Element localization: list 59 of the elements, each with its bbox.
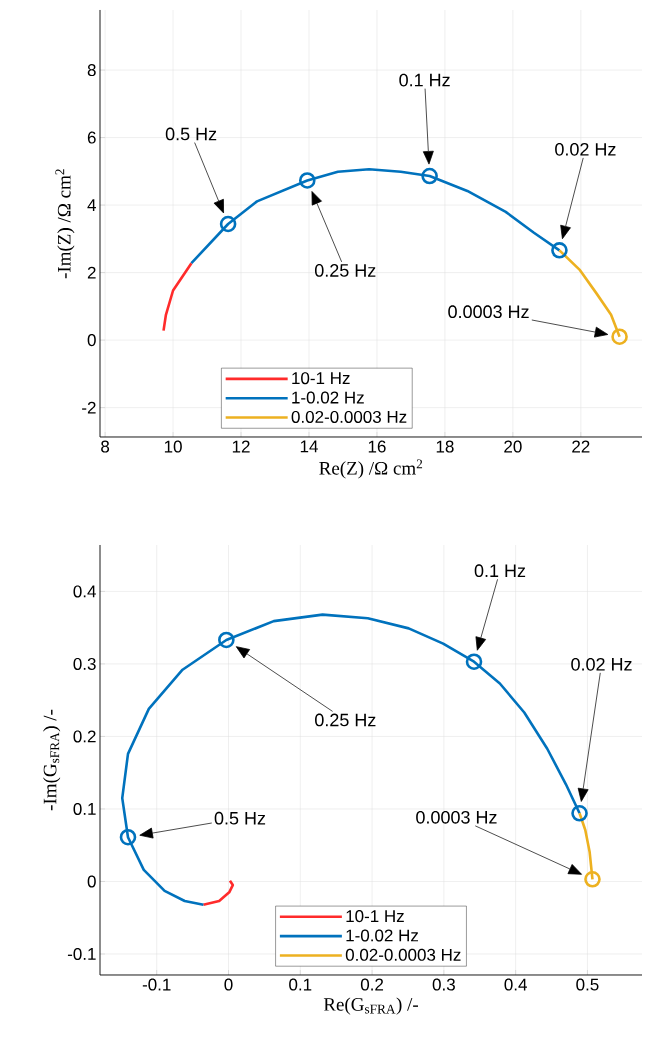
point <box>611 328 628 346</box>
x-tick-label: 10 <box>164 440 182 453</box>
x-tick-label: 0 <box>224 978 233 991</box>
y-tick-label: 2 <box>87 266 96 279</box>
annotation: 0.0003 Hz <box>416 810 497 824</box>
point <box>219 215 237 233</box>
x-tick-label: 0.1 <box>289 978 312 991</box>
legend-label: 0.02-0.0003 Hz <box>291 410 407 423</box>
y-tick-label: 0.3 <box>73 657 96 670</box>
annotation: 0.1 Hz <box>399 73 450 87</box>
x-tick-label: 0.3 <box>432 978 455 991</box>
point <box>571 804 588 822</box>
legend-label: 10-1 Hz <box>346 910 404 923</box>
y-tick-label: 6 <box>87 131 96 144</box>
point <box>551 242 568 259</box>
y-tick-label: 0.1 <box>73 802 96 815</box>
point <box>218 631 235 649</box>
y-tick-label: 8 <box>87 64 96 77</box>
annotation: 0.02 Hz <box>555 142 616 156</box>
point <box>465 653 483 671</box>
annotation: 0.5 Hz <box>214 811 266 825</box>
x-tick-label: 22 <box>572 440 590 453</box>
x-tick-label: 20 <box>504 440 522 453</box>
y-tick-label: 0.2 <box>73 730 96 743</box>
legend-label: 0.02-0.0003 Hz <box>345 948 461 961</box>
point <box>421 167 438 185</box>
legend-label: 1-0.02 Hz <box>346 929 419 942</box>
x-tick-label: 18 <box>436 440 454 453</box>
y-tick-label: -0.1 <box>67 947 96 960</box>
y-tick-label: 0 <box>87 875 96 888</box>
x-tick-label: 8 <box>101 440 110 453</box>
x-tick-label: 12 <box>232 440 250 453</box>
y-axis-title: -Im(Z) /Ω cm$^{2}$ <box>55 169 75 279</box>
x-tick-label: 0.4 <box>504 978 527 991</box>
annotation: 0.1 Hz <box>474 564 526 578</box>
y-tick-label: 0.4 <box>73 585 96 598</box>
line-series <box>162 261 193 332</box>
point <box>584 870 601 888</box>
annotation: 0.02 Hz <box>571 657 632 671</box>
annotation: 0.0003 Hz <box>448 305 529 319</box>
point <box>119 828 137 846</box>
legend-label: 1-0.02 Hz <box>292 391 364 404</box>
y-tick-label: 0 <box>87 334 96 347</box>
annotation: 0.5 Hz <box>165 127 217 141</box>
x-tick-label: 0.5 <box>576 978 599 991</box>
legend-label: 10-1 Hz <box>292 372 350 385</box>
x-tick-label: 16 <box>368 440 386 453</box>
x-tick-label: 0.2 <box>360 978 384 991</box>
line-series <box>202 879 235 906</box>
x-axis-title: Re(G$_{sFRA}$) /- <box>323 997 419 1015</box>
x-tick-label: 14 <box>300 440 318 453</box>
point <box>298 172 316 189</box>
y-axis-title: -Im(G$_{sFRA}$) /- <box>43 709 61 811</box>
annotation: 0.25 Hz <box>315 713 376 727</box>
y-tick-label: 4 <box>87 199 96 211</box>
x-axis-title: Re(Z) /Ω cm$^{2}$ <box>319 459 423 479</box>
y-tick-label: -2 <box>82 401 96 414</box>
annotation: 0.25 Hz <box>314 264 376 277</box>
x-tick-label: -0.1 <box>142 978 171 991</box>
